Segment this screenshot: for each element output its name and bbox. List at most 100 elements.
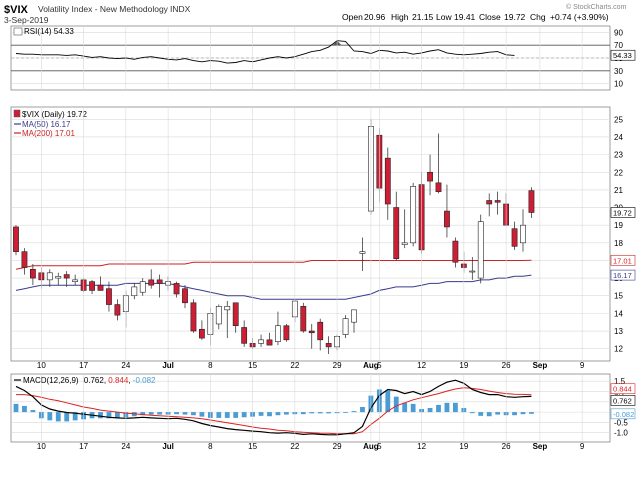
- macd-histogram-bar: [55, 412, 61, 422]
- price-candle: [351, 309, 357, 333]
- candle-body: [258, 339, 264, 344]
- candle-body: [359, 251, 366, 254]
- rsi-line: [15, 40, 515, 64]
- x-tick-label: 8: [208, 442, 213, 451]
- price-candle: [494, 191, 501, 215]
- price-panel: [10, 106, 611, 362]
- candle-body: [13, 226, 19, 252]
- chart-symbol: $VIX: [4, 4, 29, 16]
- x-tick-label: Sep: [533, 442, 548, 451]
- macd-histogram-bar: [453, 402, 458, 413]
- candle-body: [308, 330, 315, 334]
- macd-signal-line: [16, 387, 532, 435]
- candle-body: [199, 328, 205, 339]
- price-y-tick-label: 13: [614, 327, 623, 336]
- price-value-tag-text: 17.01: [613, 256, 632, 265]
- macd-histogram-bar: [258, 412, 264, 416]
- candle-body: [21, 251, 28, 268]
- macd-histogram-bar: [512, 412, 517, 416]
- price-candle: [190, 299, 197, 333]
- x-tick-label: Sep: [533, 361, 548, 370]
- price-candle: [528, 187, 535, 218]
- candle-body: [325, 343, 332, 348]
- price-candle: [106, 281, 112, 312]
- price-candle: [21, 248, 28, 275]
- candle-body: [156, 279, 163, 284]
- rsi-y-tick-label: 30: [614, 67, 623, 76]
- candle-body: [427, 171, 433, 182]
- macd-histogram-bar: [284, 412, 289, 415]
- macd-histogram-bar: [317, 412, 323, 414]
- candle-body: [393, 207, 400, 259]
- macd-legend-signal-value: 0.844: [108, 376, 129, 385]
- x-tick-label: 5: [377, 442, 382, 451]
- macd-histogram-bar: [115, 412, 120, 418]
- candle-body: [215, 306, 222, 325]
- x-tick-label: 10: [37, 442, 46, 451]
- macd-histogram-bar: [520, 412, 526, 415]
- change-value: +0.74 (+3.90%): [550, 12, 609, 22]
- macd-histogram-bar: [72, 412, 78, 421]
- price-candle: [258, 334, 264, 347]
- macd-line: [15, 379, 532, 436]
- price-candle: [13, 225, 19, 256]
- x-tick-label: 22: [290, 442, 299, 451]
- macd-histogram-bar: [309, 412, 315, 414]
- x-tick-label: Aug: [363, 361, 379, 370]
- rsi-value-tag-text: 54.33: [613, 51, 632, 60]
- macd-histogram-bar: [199, 412, 205, 417]
- candle-body: [452, 240, 459, 263]
- price-y-tick-label: 23: [614, 151, 623, 160]
- x-tick-label: 29: [333, 361, 342, 370]
- macd-value-tag-text: -0.082: [613, 410, 634, 419]
- price-candle: [89, 279, 95, 294]
- candle-body: [275, 325, 281, 342]
- candle-body: [317, 321, 324, 341]
- macd-histogram-bar: [351, 411, 357, 413]
- price-candle: [224, 301, 231, 339]
- candle-body: [469, 270, 476, 273]
- price-candle: [511, 221, 518, 250]
- macd-histogram-bar: [191, 412, 196, 416]
- macd-value-tag: [610, 395, 636, 406]
- price-candle: [241, 320, 248, 347]
- macd-histogram-bar: [343, 412, 348, 413]
- macd-histogram-bar: [427, 408, 433, 413]
- candle-body: [63, 274, 70, 279]
- x-tick-label: 8: [208, 361, 213, 370]
- macd-legend-text: MACD(12,26,9) 0.762, 0.844, -0.082: [23, 376, 156, 385]
- chart-date: 3-Sep-2019: [4, 15, 49, 25]
- candle-body: [511, 228, 518, 247]
- price-candle: [156, 274, 163, 298]
- rsi-legend: RSI(14) 54.33: [13, 27, 74, 36]
- price-legend-text: $VIX (Daily) 19.72: [22, 110, 87, 119]
- macd-histogram-bar: [241, 412, 247, 418]
- macd-value-tag: [610, 408, 636, 420]
- price-y-tick-label: 24: [614, 133, 623, 142]
- macd-legend: MACD(12,26,9) 0.762, 0.844, -0.082: [14, 376, 156, 385]
- x-tick-label: 17: [79, 442, 88, 451]
- candle-body: [106, 288, 112, 305]
- price-candle: [435, 133, 442, 194]
- candle-body: [114, 304, 121, 316]
- price-candle: [199, 320, 205, 340]
- price-y-tick-label: 19: [614, 221, 623, 230]
- candle-body: [55, 276, 62, 279]
- price-candle: [173, 281, 180, 298]
- ma200-line: [15, 259, 532, 270]
- price-candle: [486, 193, 493, 217]
- candle-body: [232, 302, 239, 327]
- high-value: 21.15: [412, 12, 434, 22]
- price-candle: [97, 276, 104, 291]
- candle-body: [131, 286, 138, 297]
- price-candle: [29, 263, 36, 286]
- price-candle: [300, 302, 307, 333]
- macd-histogram-bar: [478, 412, 484, 416]
- price-candle: [283, 323, 290, 342]
- rsi-y-tick-label: 10: [614, 80, 623, 89]
- candle-body: [410, 186, 417, 244]
- rsi-chart-layer: 103050709054.33: [11, 28, 636, 89]
- price-candle: [342, 315, 349, 339]
- candle-body: [351, 309, 357, 323]
